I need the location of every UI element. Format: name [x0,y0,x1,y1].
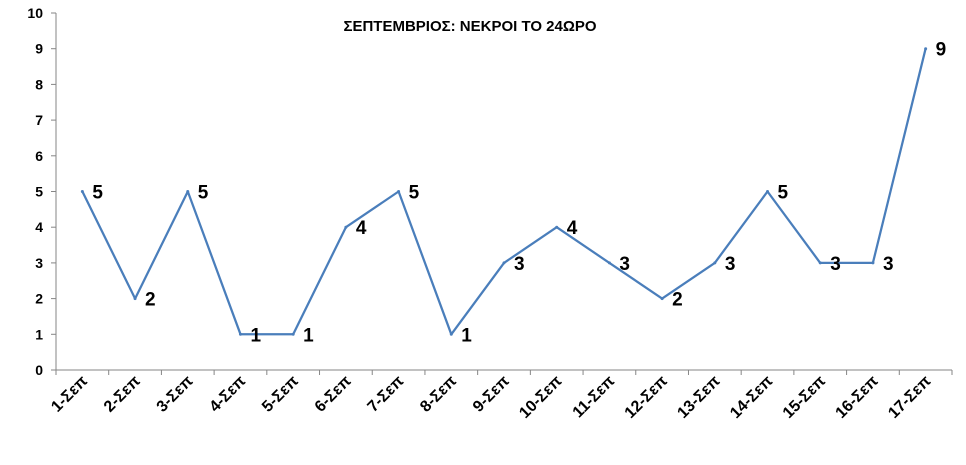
data-point [502,261,506,265]
data-point [924,47,928,51]
x-tick-label: 9-Σεπ [470,373,513,416]
y-tick-label: 8 [35,76,43,92]
data-label: 2 [672,290,683,311]
data-label: 1 [250,325,261,346]
x-tick-label: 14-Σεπ [727,373,776,422]
x-tick-label: 15-Σεπ [780,373,829,422]
data-point [344,225,348,229]
data-point [607,261,611,265]
series-layer [80,47,928,336]
y-tick-label: 5 [35,184,43,200]
y-tick-label: 7 [35,112,43,128]
data-label: 3 [725,254,736,275]
data-label: 9 [936,40,947,61]
x-tick-label: 16-Σεπ [833,373,882,422]
x-tick-label: 3-Σεπ [154,373,197,416]
data-label: 4 [356,218,367,239]
x-tick-label: 11-Σεπ [570,373,619,422]
data-point [555,225,559,229]
data-point [449,332,453,336]
x-tick-label: 2-Σεπ [101,373,144,416]
data-point [186,190,190,193]
data-point [713,261,717,265]
data-label: 3 [619,254,630,275]
data-label: 3 [514,254,525,275]
data-labels: 5 2 5 1 1 4 5 1 3 4 3 2 3 5 3 3 9 [92,40,946,347]
data-label: 1 [461,325,472,346]
axes: 0 1 2 3 4 5 6 7 8 9 10 1-Σεπ 2-Σεπ 3-Σεπ 4-Σεπ 5-Σεπ 6-Σ… [27,5,953,422]
x-tick-label: 12-Σεπ [622,373,671,422]
y-tick-label: 3 [35,255,43,271]
y-tick-label: 6 [35,148,43,164]
data-point [397,190,401,193]
x-tick-label: 1-Σεπ [48,373,91,416]
data-label: 1 [303,325,314,346]
x-tick-label: 10-Σεπ [516,373,565,422]
y-tick-label: 0 [35,362,43,378]
x-tick-label: 17-Σεπ [885,373,934,422]
data-label: 5 [409,183,420,204]
data-point [291,332,295,336]
data-point [818,261,822,265]
data-label: 2 [145,290,156,311]
x-tick-label: 5-Σεπ [259,373,302,416]
x-tick-label: 4-Σεπ [206,373,249,416]
chart-title: ΣΕΠΤΕΜΒΡΙΟΣ: ΝΕΚΡΟΙ ΤΟ 24ΩΡΟ [343,18,596,35]
y-tick-label: 10 [27,5,43,21]
data-label: 5 [198,183,209,204]
data-label: 3 [830,254,841,275]
data-point [766,190,770,193]
data-label: 3 [883,254,894,275]
data-point [660,297,664,301]
x-tick-label: 8-Σεπ [417,373,460,416]
y-tick-label: 9 [35,41,43,57]
series-line [81,48,927,336]
y-tick-label: 2 [35,291,43,307]
data-label: 4 [567,218,578,239]
data-label: 5 [778,183,789,204]
data-label: 5 [92,183,103,204]
x-tick-label: 13-Σεπ [674,373,723,422]
y-tick-label: 4 [35,219,43,235]
data-point [133,297,137,301]
data-point [238,332,242,336]
x-tick-label: 6-Σεπ [312,373,355,416]
y-tick-label: 1 [35,326,43,342]
data-point [80,190,84,193]
data-point [871,261,875,265]
x-tick-label: 7-Σεπ [365,373,408,416]
